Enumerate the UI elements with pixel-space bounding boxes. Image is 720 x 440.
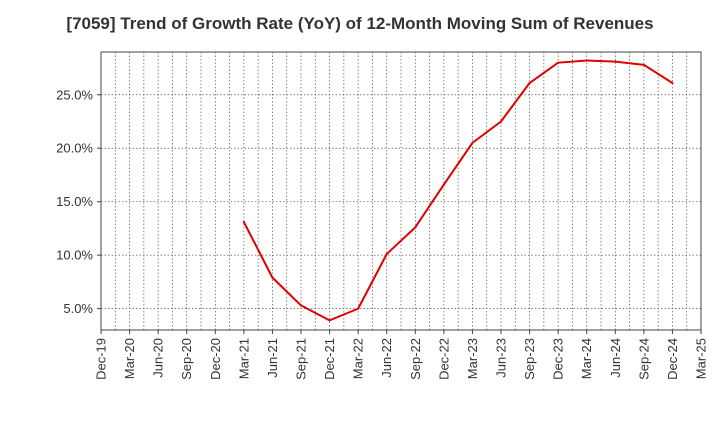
x-tick-label: Mar-24 [579, 338, 594, 379]
x-tick-label: Dec-20 [208, 338, 223, 380]
data-point [471, 141, 474, 144]
x-tick-label: Mar-25 [694, 338, 709, 379]
data-point [300, 304, 302, 307]
x-tick-label: Mar-21 [236, 338, 251, 379]
x-tick-label: Jun-20 [151, 338, 166, 378]
data-point [528, 82, 531, 85]
x-tick-label: Jun-21 [265, 338, 280, 378]
y-tick-label: 20.0% [56, 141, 93, 156]
x-tick-label: Dec-22 [436, 338, 451, 380]
data-point [328, 319, 331, 322]
y-tick-label: 15.0% [56, 194, 93, 209]
y-tick-label: 5.0% [63, 301, 93, 316]
x-tick-label: Dec-24 [665, 338, 680, 380]
data-point [242, 221, 245, 224]
x-tick-label: Sep-21 [294, 338, 309, 380]
x-tick-label: Dec-19 [94, 338, 109, 380]
x-tick-label: Sep-22 [408, 338, 423, 380]
y-tick-label: 25.0% [56, 87, 93, 102]
data-point [557, 61, 560, 64]
data-point [271, 276, 274, 279]
plot-area [101, 52, 701, 330]
x-tick-label: Sep-23 [522, 338, 537, 380]
chart-title: [7059] Trend of Growth Rate (YoY) of 12-… [66, 14, 654, 33]
x-tick-label: Dec-21 [322, 338, 337, 380]
data-point [385, 253, 388, 256]
x-tick-label: Jun-23 [494, 338, 509, 378]
series-line [242, 59, 674, 322]
x-tick-label: Sep-24 [636, 338, 651, 380]
data-point [442, 183, 445, 186]
x-tick-label: Dec-23 [551, 338, 566, 380]
x-tick-label: Jun-22 [379, 338, 394, 378]
data-point [642, 63, 645, 66]
data-point [614, 60, 617, 63]
x-tick-label: Mar-20 [122, 338, 137, 379]
data-point [671, 82, 674, 85]
x-tick-label: Jun-24 [608, 338, 623, 378]
x-tick-label: Mar-22 [351, 338, 366, 379]
data-point [585, 59, 588, 62]
x-tick-label: Mar-23 [465, 338, 480, 379]
data-point [500, 120, 502, 123]
data-point [357, 307, 360, 310]
plot-border [100, 51, 702, 331]
y-tick-label: 10.0% [56, 248, 93, 263]
x-tick-label: Sep-20 [179, 338, 194, 380]
data-point [414, 226, 417, 229]
